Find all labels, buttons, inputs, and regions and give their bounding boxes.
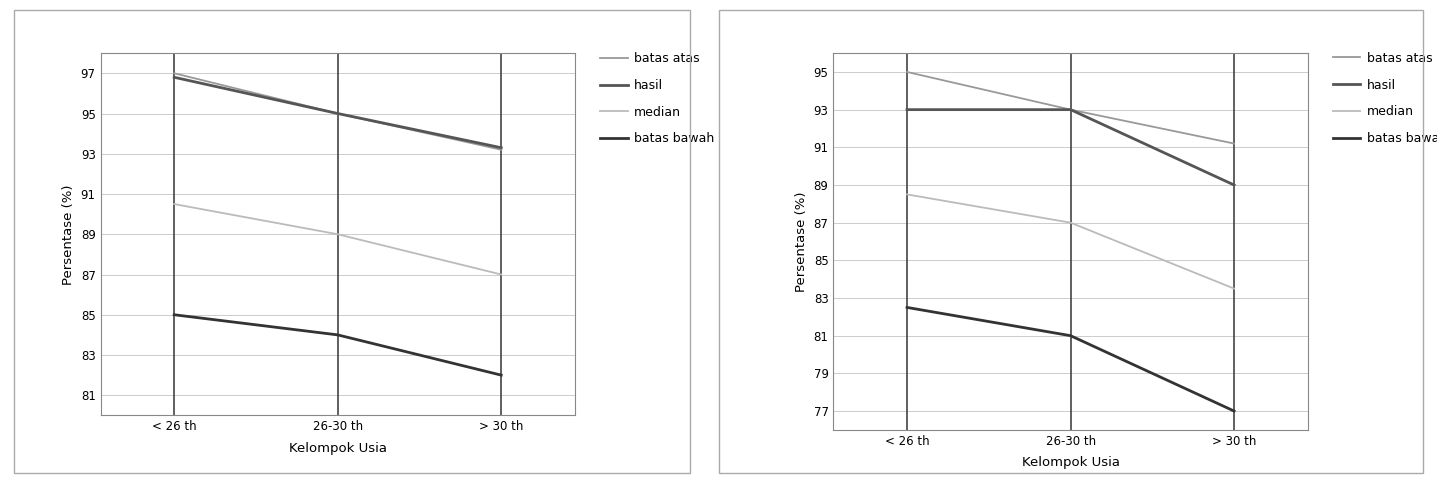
X-axis label: Kelompok Usia: Kelompok Usia: [1022, 456, 1119, 469]
Legend: batas atas, hasil, median, batas bawah: batas atas, hasil, median, batas bawah: [1334, 52, 1437, 145]
Legend: batas atas, hasil, median, batas bawah: batas atas, hasil, median, batas bawah: [601, 52, 714, 145]
X-axis label: Kelompok Usia: Kelompok Usia: [289, 441, 387, 455]
Y-axis label: Persentase (%): Persentase (%): [62, 184, 75, 284]
Y-axis label: Persentase (%): Persentase (%): [795, 191, 808, 292]
